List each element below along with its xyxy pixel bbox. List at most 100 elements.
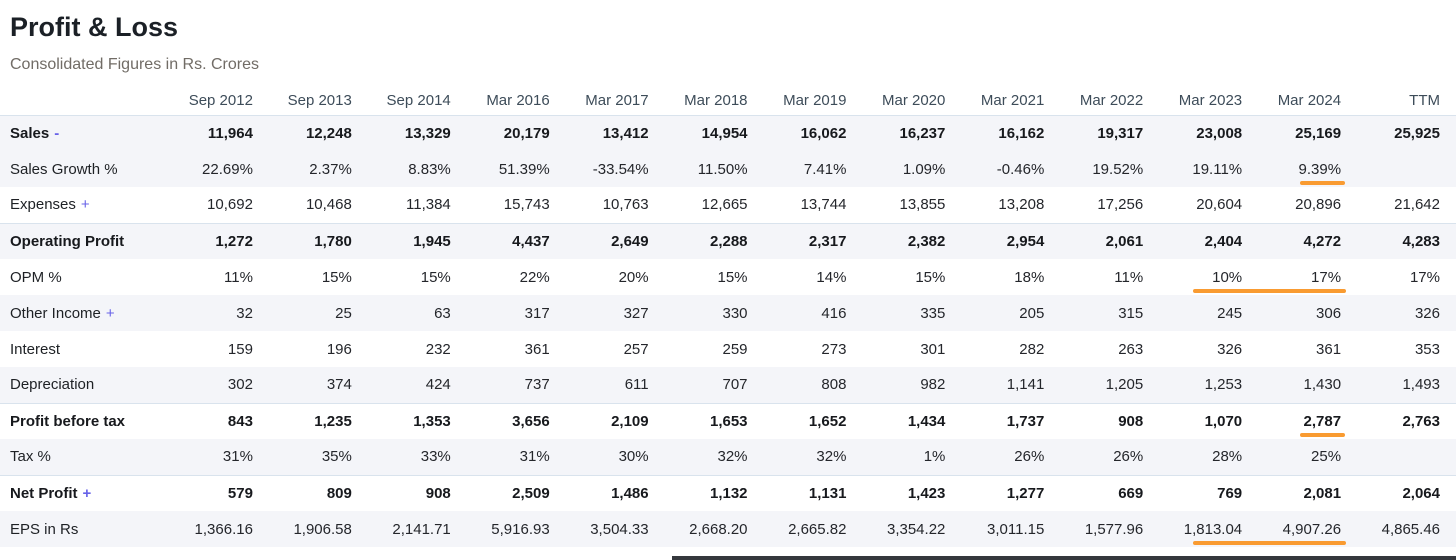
row-label-operating-profit: Operating Profit xyxy=(0,222,170,259)
cell-other-income-ttm: 326 xyxy=(1357,295,1456,331)
table-row-tax-: Tax % 31% 35% 33% 31% 30% 32% 32% 1% 26% 26% 28% 25% xyxy=(0,439,1456,475)
cell-operating-profit-sep-2012: 1,272 xyxy=(170,222,269,259)
expand-toggle-icon[interactable]: + xyxy=(80,196,90,214)
table-row-opm-: OPM % 11% 15% 15% 22% 20% 15% 14% 15% 18% 11% 10% 17… xyxy=(0,259,1456,295)
row-label-text: EPS in Rs xyxy=(10,520,79,538)
cell-depreciation-mar-2019: 808 xyxy=(763,367,863,403)
cell-tax--ttm xyxy=(1357,439,1456,475)
cell-sales-mar-2021: 16,162 xyxy=(961,115,1061,151)
cell-expenses-mar-2022: 17,256 xyxy=(1097,196,1144,214)
cell-operating-profit-ttm: 4,283 xyxy=(1357,222,1456,259)
cell-sales-sep-2014: 13,329 xyxy=(367,115,467,151)
cell-net-profit-mar-2016: 2,509 xyxy=(466,474,566,511)
column-header-mar-2024: Mar 2024 xyxy=(1258,84,1358,116)
cell-expenses-sep-2014: 11,384 xyxy=(406,196,451,214)
cell-interest-sep-2013: 196 xyxy=(326,340,352,358)
cell-eps-in-rs-mar-2019: 2,665.82 xyxy=(763,511,863,547)
cell-eps-in-rs-mar-2022: 1,577.96 xyxy=(1060,511,1160,547)
row-label-sales[interactable]: Sales - xyxy=(0,115,170,151)
column-header-sep-2012: Sep 2012 xyxy=(170,84,269,116)
cell-operating-profit-sep-2014: 1,945 xyxy=(367,222,467,259)
cell-sales-mar-2016: 20,179 xyxy=(466,115,566,151)
cell-eps-in-rs-mar-2017: 3,504.33 xyxy=(565,511,665,547)
expand-toggle-icon[interactable]: + xyxy=(105,304,115,322)
cell-operating-profit-mar-2024: 4,272 xyxy=(1258,222,1358,259)
profit-loss-section: Profit & Loss Consolidated Figures in Rs… xyxy=(0,12,1456,547)
row-label-text: Other Income xyxy=(10,304,101,322)
cell-interest-mar-2020: 301 xyxy=(920,340,946,358)
cell-net-profit-mar-2021: 1,277 xyxy=(961,474,1061,511)
cell-eps-in-rs-ttm: 4,865.46 xyxy=(1357,511,1456,547)
cell-eps-in-rs-mar-2024: 4,907.26 xyxy=(1256,511,1358,547)
cell-eps-in-rs-mar-2016: 5,916.93 xyxy=(466,511,566,547)
cell-interest-sep-2012: 159 xyxy=(227,340,253,358)
cell-interest-mar-2023: 326 xyxy=(1217,340,1243,358)
row-label-other-income[interactable]: Other Income + xyxy=(0,295,170,331)
cell-depreciation-mar-2017: 611 xyxy=(565,367,665,403)
cell-net-profit-mar-2020: 1,423 xyxy=(862,474,962,511)
cell-depreciation-mar-2020: 982 xyxy=(862,367,962,403)
cell-operating-profit-mar-2018: 2,288 xyxy=(664,222,764,259)
cell-sales-mar-2023: 23,008 xyxy=(1159,115,1259,151)
cell-other-income-mar-2021: 205 xyxy=(961,295,1061,331)
cell-sales-mar-2017: 13,412 xyxy=(565,115,665,151)
cell-other-income-sep-2012: 32 xyxy=(170,295,269,331)
cell-net-profit-sep-2013: 809 xyxy=(268,474,368,511)
row-label-depreciation: Depreciation xyxy=(0,367,170,403)
cell-eps-in-rs-mar-2018: 2,668.20 xyxy=(664,511,764,547)
cell-other-income-mar-2023: 245 xyxy=(1159,295,1259,331)
cell-sales-mar-2024: 25,169 xyxy=(1258,115,1358,151)
cell-profit-before-tax-sep-2012: 843 xyxy=(170,402,269,439)
cell-eps-in-rs-mar-2021: 3,011.15 xyxy=(961,511,1061,547)
table-row-sales: Sales -11,964 12,248 13,329 20,179 13,412 14,9… xyxy=(0,115,1456,151)
cell-operating-profit-mar-2022: 2,061 xyxy=(1060,222,1160,259)
row-label-text: Interest xyxy=(10,340,61,358)
cell-tax--mar-2022: 26% xyxy=(1060,439,1160,475)
table-row-expenses: Expenses +10,692 10,468 11,384 15,743 10,763 1… xyxy=(0,187,1456,223)
column-header-mar-2017: Mar 2017 xyxy=(565,84,665,116)
cell-sales-growth--mar-2022: 19.52% xyxy=(1060,151,1160,187)
cell-sales-mar-2020: 16,237 xyxy=(862,115,962,151)
table-row-profit-before-tax: Profit before tax 843 1,235 1,353 3,656 2,109… xyxy=(0,402,1456,439)
cell-operating-profit-mar-2021: 2,954 xyxy=(961,222,1061,259)
cell-profit-before-tax-mar-2020: 1,434 xyxy=(862,402,962,439)
cell-net-profit-ttm: 2,064 xyxy=(1357,474,1456,511)
bottom-edge-artifact xyxy=(672,556,1456,560)
row-label-expenses[interactable]: Expenses + xyxy=(0,187,170,223)
cell-expenses-mar-2018: 12,665 xyxy=(701,196,748,214)
cell-interest-mar-2019: 273 xyxy=(821,340,847,358)
cell-sales-ttm: 25,925 xyxy=(1357,115,1456,151)
table-row-net-profit: Net Profit +579 809 908 2,509 1,486 1,132 1,131… xyxy=(0,474,1456,511)
collapse-toggle-icon[interactable]: - xyxy=(54,124,60,142)
cell-expenses-mar-2023: 20,604 xyxy=(1196,196,1243,214)
row-label-net-profit[interactable]: Net Profit + xyxy=(0,474,170,511)
cell-depreciation-sep-2012: 302 xyxy=(170,367,269,403)
cell-operating-profit-mar-2020: 2,382 xyxy=(862,222,962,259)
table-row-sales-growth-: Sales Growth % 22.69% 2.37% 8.83% 51.39% -33.… xyxy=(0,151,1456,187)
cell-other-income-mar-2017: 327 xyxy=(565,295,665,331)
row-label-header xyxy=(0,84,170,116)
cell-eps-in-rs-sep-2014: 2,141.71 xyxy=(367,511,467,547)
row-label-text: Tax % xyxy=(10,448,51,466)
cell-sales-growth--mar-2024: 9.39% xyxy=(1258,151,1358,187)
cell-tax--mar-2018: 32% xyxy=(664,439,764,475)
cell-sales-growth--mar-2017: -33.54% xyxy=(565,151,665,187)
expand-toggle-icon[interactable]: + xyxy=(82,484,92,502)
row-label-text: Depreciation xyxy=(10,376,95,394)
column-header-mar-2021: Mar 2021 xyxy=(961,84,1061,116)
cell-other-income-mar-2024: 306 xyxy=(1258,295,1358,331)
column-header-mar-2018: Mar 2018 xyxy=(664,84,764,116)
cell-opm--mar-2017: 20% xyxy=(618,268,649,286)
cell-profit-before-tax-mar-2024: 2,787 xyxy=(1258,402,1358,439)
cell-opm--sep-2013: 15% xyxy=(321,268,352,286)
row-label-opm-: OPM % xyxy=(0,259,170,295)
cell-depreciation-ttm: 1,493 xyxy=(1357,367,1456,403)
cell-eps-in-rs-mar-2020: 3,354.22 xyxy=(862,511,962,547)
cell-net-profit-sep-2012: 579 xyxy=(170,474,269,511)
cell-interest-ttm: 353 xyxy=(1414,340,1440,358)
cell-profit-before-tax-ttm: 2,763 xyxy=(1357,402,1456,439)
cell-opm--sep-2012: 11% xyxy=(224,268,253,286)
cell-expenses-mar-2016: 15,743 xyxy=(503,196,550,214)
row-label-text: Sales xyxy=(10,124,50,142)
cell-opm--mar-2022: 11% xyxy=(1114,268,1144,286)
